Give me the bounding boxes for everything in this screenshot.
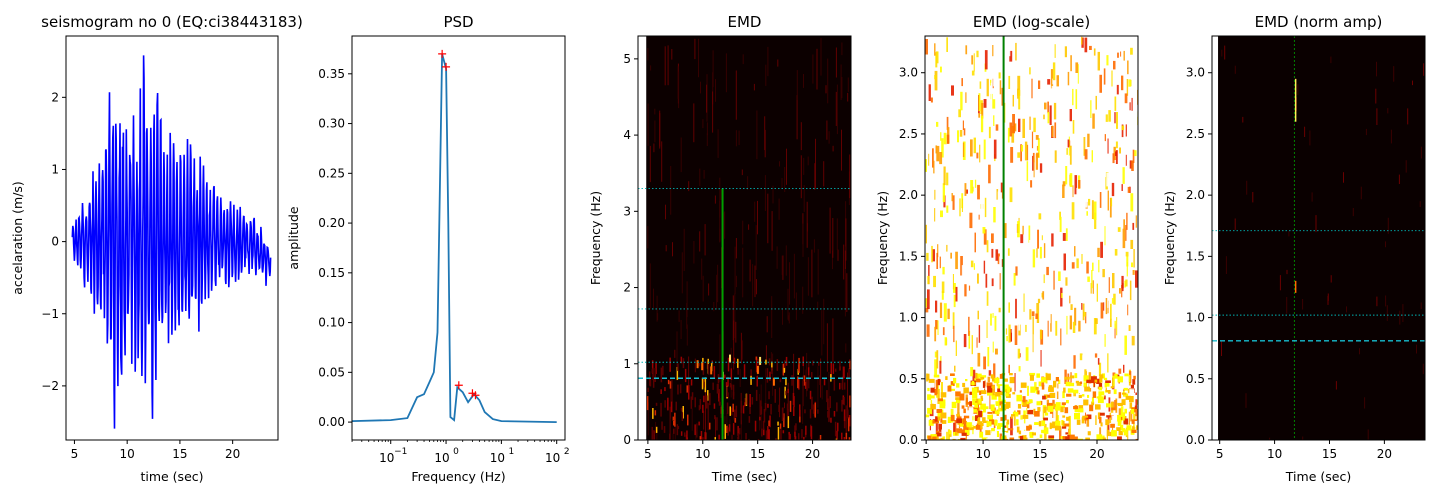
panel-4-ytick-label: 0.0 (1186, 433, 1205, 447)
panel-3-xtick-label: 20 (1089, 447, 1104, 461)
panel-1-xlabel: Frequency (Hz) (411, 469, 505, 484)
panel-3-heatmap (925, 36, 1138, 440)
psd-peak-marker (471, 391, 480, 400)
panel-1-ytick-label: 0.00 (318, 415, 345, 429)
panel-3-xlabel: Time (sec) (998, 469, 1064, 484)
panel-4-xtick-label: 15 (1322, 447, 1337, 461)
panel-4-heatmap-background (1218, 36, 1425, 440)
panel-2-ytick-label: 4 (623, 128, 631, 142)
panel-0-ytick-label: 0 (51, 235, 59, 249)
panel-1-xtick-exponent: 1 (509, 447, 515, 457)
panel-1-xtick-exponent: −1 (394, 447, 407, 457)
panel-2-xtick-label: 5 (644, 447, 652, 461)
seismogram-series-line (71, 55, 272, 429)
panel-2-title: EMD (728, 13, 762, 31)
panel-1-ytick-label: 0.25 (318, 166, 345, 180)
panel-3-xtick-label: 10 (975, 447, 990, 461)
panel-4: EMD (norm amp) Time (sec) Frequency (Hz) 5 1… (1162, 13, 1426, 484)
panel-1-xtick-label: 10 (379, 451, 394, 465)
panel-2-xlabel: Time (sec) (711, 469, 777, 484)
panel-2-ytick-label: 5 (623, 52, 631, 66)
panel-4-xtick-label: 20 (1377, 447, 1392, 461)
panel-0-ytick-label: 1 (51, 162, 59, 176)
panel-0-xtick-label: 15 (172, 447, 187, 461)
panel-4-ytick-label: 0.5 (1186, 372, 1205, 386)
panel-2: EMD Time (sec) Frequency (Hz) 5 10 15 20 0 1 2 3 4 5 (588, 13, 852, 484)
panel-1-xtick-label: 10 (545, 451, 560, 465)
panel-3-title: EMD (log-scale) (973, 13, 1090, 31)
panel-4-frame (1211, 35, 1426, 441)
panel-2-ytick-label: 0 (623, 433, 631, 447)
panel-2-ytick-label: 2 (623, 281, 631, 295)
panel-4-ytick-label: 2.5 (1186, 127, 1205, 141)
panel-1-ytick-label: 0.35 (318, 67, 345, 81)
panel-1-xtick-label: 10 (434, 451, 449, 465)
panel-2-xtick-label: 15 (750, 447, 765, 461)
panel-4-xlabel: Time (sec) (1285, 469, 1351, 484)
panel-3-ytick-label: 0.5 (899, 372, 918, 386)
panel-1-frame (351, 35, 566, 441)
panel-4-ytick-label: 1.0 (1186, 311, 1205, 325)
panel-2-xtick-label: 10 (695, 447, 710, 461)
panel-2-heatmap-background (646, 36, 851, 440)
panel-4-xtick-label: 5 (1216, 447, 1224, 461)
panel-4-ytick-label: 3.0 (1186, 66, 1205, 80)
panel-0-xtick-label: 20 (225, 447, 240, 461)
panel-4-ytick-label: 2.0 (1186, 188, 1205, 202)
panel-0-frame (65, 35, 279, 441)
panel-3-ytick-label: 2.5 (899, 127, 918, 141)
panel-3-ytick-label: 1.0 (899, 311, 918, 325)
panel-2-heatmap (638, 36, 851, 440)
panel-0-title: seismogram no 0 (EQ:ci38443183) (41, 13, 303, 31)
panel-0-ytick-label: −1 (41, 307, 59, 321)
panel-0-ylabel: accelaration (m/s) (10, 181, 25, 295)
panel-1-title: PSD (443, 13, 473, 31)
panel-1-ylabel: amplitude (286, 206, 301, 269)
panel-2-ytick-label: 3 (623, 204, 631, 218)
panel-4-ylabel: Frequency (Hz) (1162, 191, 1177, 285)
panel-4-xtick-label: 10 (1267, 447, 1282, 461)
psd-peak-marker (454, 381, 463, 390)
panel-3-frame (924, 35, 1139, 441)
panel-3: EMD (log-scale) Time (sec) Frequency (Hz) 5… (875, 13, 1139, 484)
panel-3-ytick-label: 1.5 (899, 249, 918, 263)
panel-3-ytick-label: 0.0 (899, 433, 918, 447)
panel-1-ytick-label: 0.20 (318, 216, 345, 230)
psd-peak-marker (442, 62, 451, 71)
panel-2-frame (637, 35, 852, 441)
panel-2-xtick-label: 20 (805, 447, 820, 461)
panel-4-title: EMD (norm amp) (1255, 13, 1383, 31)
panel-0-xtick-label: 10 (120, 447, 135, 461)
panel-1-ytick-label: 0.10 (318, 316, 345, 330)
panel-1-ytick-label: 0.30 (318, 117, 345, 131)
panel-3-ytick-label: 2.0 (899, 188, 918, 202)
panel-0-ytick-label: 2 (51, 90, 59, 104)
panel-1-xtick-label: 10 (490, 451, 505, 465)
panel-0-ytick-label: −2 (41, 379, 59, 393)
panel-0-xlabel: time (sec) (140, 469, 203, 484)
panel-1-xtick-exponent: 0 (453, 447, 459, 457)
panel-1-ytick-label: 0.15 (318, 266, 345, 280)
panel-3-ylabel: Frequency (Hz) (875, 191, 890, 285)
panel-3-xtick-label: 5 (922, 447, 930, 461)
panel-4-heatmap (1212, 36, 1425, 440)
panel-2-ytick-label: 1 (623, 357, 631, 371)
panel-1-xtick-exponent: 2 (564, 447, 570, 457)
panel-0-xtick-label: 5 (71, 447, 79, 461)
panel-4-ytick-label: 1.5 (1186, 249, 1205, 263)
psd-peak-marker (438, 49, 447, 58)
panel-3-ytick-label: 3.0 (899, 66, 918, 80)
psd-series-line (352, 53, 557, 423)
panel-2-ylabel: Frequency (Hz) (588, 191, 603, 285)
panel-1-ytick-label: 0.05 (318, 365, 345, 379)
panel-0: seismogram no 0 (EQ:ci38443183) time (sec… (10, 13, 303, 484)
panel-3-xtick-label: 15 (1032, 447, 1047, 461)
